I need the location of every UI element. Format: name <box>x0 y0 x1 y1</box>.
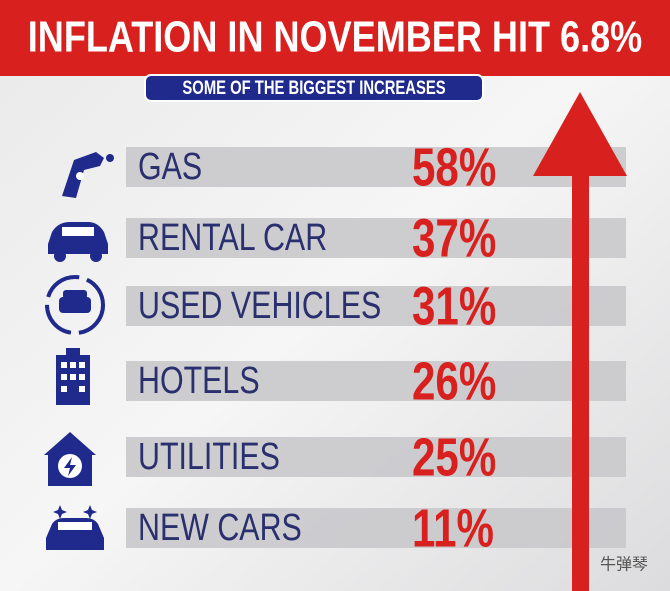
rental-car-icon <box>48 222 108 262</box>
subtitle: SOME OF THE BIGGEST INCREASES <box>182 77 445 98</box>
subtitle-pill <box>144 74 484 102</box>
used-vehicles-icon <box>45 275 105 335</box>
item-value: 58% <box>412 137 496 197</box>
icons <box>44 152 114 550</box>
hotels-icon <box>56 348 90 405</box>
watermark: 牛弹琴 <box>600 555 648 574</box>
watermark-group: 牛弹琴 <box>600 555 648 574</box>
item-value: 37% <box>412 208 496 268</box>
arrow-shaft <box>572 170 589 591</box>
header-band <box>0 0 670 76</box>
new-cars-icon <box>46 505 104 550</box>
item-label: NEW CARS <box>138 507 302 549</box>
item-label: GAS <box>138 146 202 188</box>
utilities-icon <box>44 432 96 486</box>
item-value: 31% <box>412 276 496 336</box>
item-value: 25% <box>412 427 496 487</box>
title: INFLATION IN NOVEMBER HIT 6.8% <box>28 12 642 61</box>
row-bar <box>126 361 626 401</box>
arrow-head <box>533 92 627 176</box>
row-bar <box>126 218 626 258</box>
item-label: UTILITIES <box>138 436 280 478</box>
row-bar <box>126 286 626 326</box>
rows: GAS 58% RENTAL CAR 37% USED VEHICLES 31% HOTEL… <box>126 137 626 559</box>
gas-icon <box>62 152 114 198</box>
row-bar <box>126 437 626 477</box>
title-group: INFLATION IN NOVEMBER HIT 6.8% <box>28 12 642 61</box>
item-label: HOTELS <box>138 360 260 402</box>
item-label: USED VEHICLES <box>138 285 381 327</box>
row-bar <box>126 508 626 548</box>
item-value: 26% <box>412 351 496 411</box>
subtitle-group: SOME OF THE BIGGEST INCREASES <box>182 77 445 98</box>
item-label: RENTAL CAR <box>138 217 327 259</box>
item-value: 11% <box>412 498 494 558</box>
